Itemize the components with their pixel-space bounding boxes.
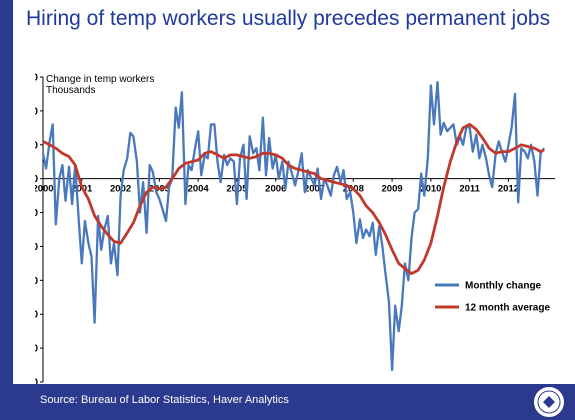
series-monthly-change-line	[41, 80, 546, 372]
line-chart: 6040200-20-40-60-80-100-1202000200120022…	[35, 73, 555, 385]
x-tick-label: 2004	[188, 184, 210, 195]
y-tick-label: -20	[35, 208, 38, 219]
y-tick-label: 40	[35, 106, 38, 117]
y-tick-label: 0	[35, 174, 38, 185]
x-tick-label: 2010	[420, 184, 441, 195]
haver-seal-icon	[532, 385, 566, 419]
slide-title: Hiring of temp workers usually precedes …	[26, 7, 551, 30]
chart-container: 6040200-20-40-60-80-100-1202000200120022…	[35, 69, 559, 384]
y-tick-label: -80	[35, 310, 38, 321]
y-tick-label: 60	[35, 73, 38, 84]
left-accent-bar	[0, 0, 13, 420]
y-tick-label: -60	[35, 276, 38, 287]
series-12-month-average-line	[42, 123, 545, 275]
source-note: Source: Bureau of Labor Statistics, Have…	[40, 394, 289, 406]
y-tick-label: -40	[35, 242, 38, 253]
x-tick-label: 2011	[459, 184, 480, 195]
y-axis-label: Thousands	[46, 85, 95, 96]
x-tick-label: 2007	[304, 184, 325, 195]
legend-label: 12 month average	[465, 303, 550, 314]
y-tick-label: -120	[35, 378, 38, 385]
y-tick-label: 20	[35, 140, 38, 151]
y-tick-label: -100	[35, 344, 38, 355]
x-tick-label: 2006	[265, 184, 286, 195]
y-axis-label: Change in temp workers	[46, 74, 154, 85]
x-tick-label: 2012	[498, 184, 519, 195]
x-tick-label: 2009	[382, 184, 403, 195]
x-tick-label: 2000	[35, 184, 54, 195]
footer-bar: Source: Bureau of Labor Statistics, Have…	[13, 384, 575, 420]
legend-label: Monthly change	[465, 281, 542, 292]
